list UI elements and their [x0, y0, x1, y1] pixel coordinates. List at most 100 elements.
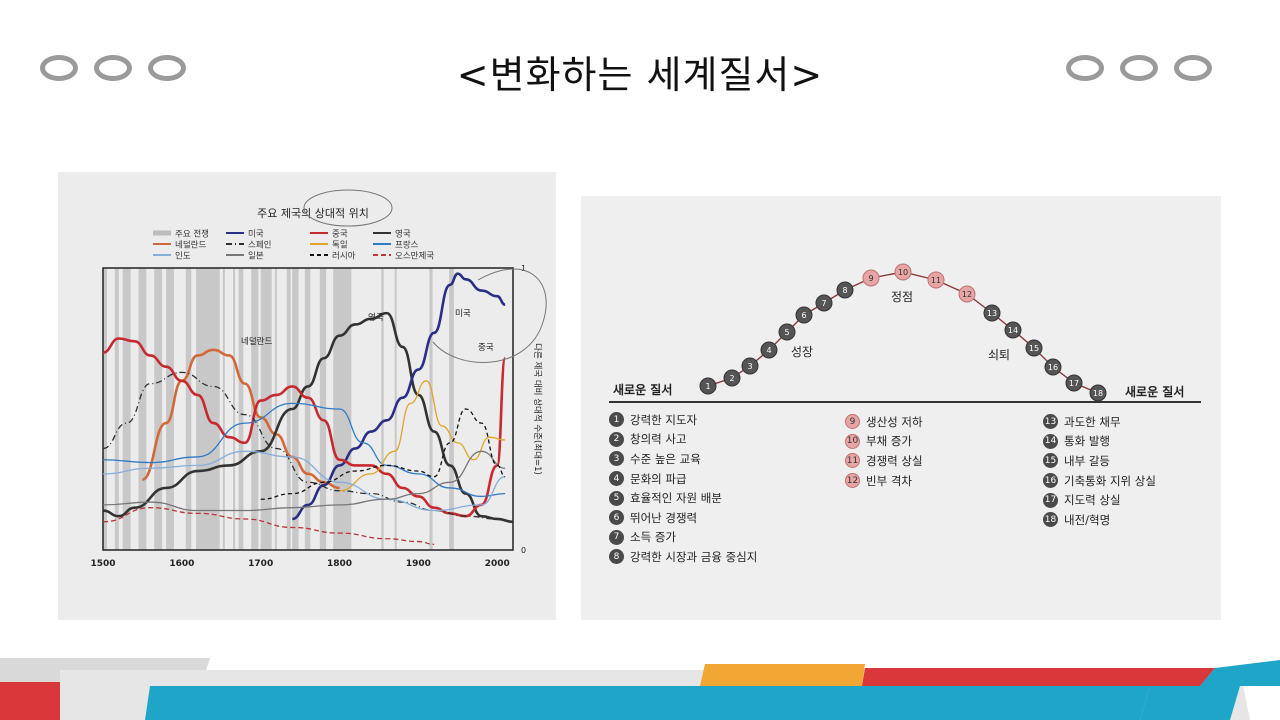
- stage-label: 경쟁력 상실: [866, 453, 923, 468]
- series-line: [102, 450, 506, 512]
- war-band: [274, 268, 277, 550]
- stage-marker-number: 6: [801, 311, 806, 320]
- x-tick-label: 1600: [169, 559, 194, 569]
- stage-list-item: 7 소득 증가: [609, 528, 757, 548]
- stage-marker: [894, 263, 912, 281]
- legend-label: 프랑스: [395, 240, 419, 251]
- slide-title: <변화하는 세계질서>: [456, 53, 824, 97]
- stage-number-badge: 16: [1043, 473, 1058, 489]
- stage-marker: [958, 285, 976, 303]
- x-tick-label: 2000: [485, 559, 510, 569]
- pencil-circle: [303, 189, 393, 227]
- x-tick-label: 1500: [90, 559, 115, 569]
- stage-marker-number: 7: [821, 299, 826, 308]
- war-band: [154, 268, 163, 550]
- new-order-start-label: 새로운 질서: [613, 382, 672, 397]
- stage-list-item: 1 강력한 지도자: [609, 410, 757, 430]
- stage-number-badge: 4: [609, 471, 624, 487]
- stage-marker-number: 5: [784, 328, 789, 337]
- war-band: [449, 268, 454, 550]
- stage-marker: [836, 281, 854, 299]
- stage-marker-number: 13: [987, 309, 997, 318]
- stage-list-item: 9 생산성 저하: [845, 412, 923, 432]
- legend-label: 스페인: [248, 240, 271, 251]
- oval-icon: [1120, 55, 1158, 81]
- stage-label: 생산성 저하: [866, 414, 923, 429]
- oval-icon: [1174, 55, 1212, 81]
- stage-number-badge: 18: [1043, 512, 1058, 528]
- legend-label: 주요 전쟁: [175, 229, 209, 240]
- phase-peak-label: 정점: [891, 290, 913, 304]
- stage-number-badge: 8: [609, 549, 624, 565]
- legend-label: 일본: [248, 252, 264, 262]
- stage-list-item: 12 빈부 격차: [845, 471, 923, 491]
- stage-marker-number: 3: [747, 362, 752, 371]
- stage-number-badge: 1: [609, 412, 624, 428]
- stage-label: 수준 높은 교육: [630, 451, 701, 466]
- series-line: [102, 507, 435, 546]
- legend-label: 오스만제국: [395, 252, 434, 262]
- stage-marker: [741, 357, 759, 375]
- y-axis-label: 다른 제국 대비 상대적 수준(최대=1): [532, 343, 543, 475]
- stage-list-item: 17 지도력 상실: [1043, 490, 1156, 510]
- stage-number-badge: 17: [1043, 492, 1058, 508]
- stage-marker: [1044, 358, 1062, 376]
- stage-list-item: 18 내전/혁명: [1043, 510, 1156, 530]
- footer-blue-shape: [145, 686, 1150, 720]
- war-band: [381, 268, 384, 550]
- stage-list-item: 5 효율적인 자원 배분: [609, 488, 757, 508]
- stage-marker-number: 12: [962, 290, 972, 299]
- stage-label: 강력한 시장과 금융 중심지: [630, 549, 758, 564]
- stage-marker-number: 11: [931, 276, 941, 285]
- stage-list-item: 14 통화 발행: [1043, 432, 1156, 452]
- war-band: [304, 268, 311, 550]
- stage-list-item: 4 문화의 파급: [609, 469, 757, 489]
- stage-label: 뛰어난 경쟁력: [630, 510, 698, 525]
- stage-marker: [1065, 374, 1083, 392]
- stage-list-item: 10 부채 증가: [845, 432, 923, 452]
- oval-icon: [94, 55, 132, 81]
- stage-marker: [983, 304, 1001, 322]
- stage-marker: [815, 294, 833, 312]
- war-band: [222, 268, 225, 550]
- legend-label: 독일: [332, 241, 348, 251]
- stage-number-badge: 10: [845, 433, 860, 449]
- series-line: [102, 450, 506, 512]
- war-band: [319, 268, 327, 550]
- oval-icon: [40, 55, 78, 81]
- legend-label: 미국: [248, 230, 264, 240]
- chart-title: 주요 제국의 상대적 위치: [257, 207, 369, 220]
- chart-annotation: 중국: [478, 343, 494, 353]
- stage-list-1: 1 강력한 지도자 2 창의력 사고 3 수준 높은 교육 4 문화의 파급 5 효율적인 자원 …: [609, 410, 757, 567]
- plot-frame: [102, 267, 514, 551]
- stage-number-badge: 14: [1043, 433, 1058, 449]
- stage-list-item: 8 강력한 시장과 금융 중심지: [609, 547, 757, 567]
- new-order-end-label: 새로운 질서: [1125, 384, 1184, 399]
- stage-label: 빈부 격차: [866, 473, 912, 488]
- war-band: [260, 268, 272, 550]
- stage-label: 내전/혁명: [1064, 512, 1111, 527]
- y-tick-label: 0: [521, 546, 526, 555]
- stage-marker: [778, 323, 796, 341]
- stage-marker-number: 2: [729, 374, 734, 383]
- stage-number-badge: 15: [1043, 453, 1058, 469]
- stage-list-item: 2 창의력 사고: [609, 430, 757, 450]
- stage-number-badge: 9: [845, 414, 860, 430]
- footer-blue-corner: [1200, 660, 1280, 686]
- chart-annotation: 영국: [368, 312, 384, 323]
- stage-label: 소득 증가: [630, 530, 676, 545]
- stage-list-item: 6 뛰어난 경쟁력: [609, 508, 757, 528]
- stage-label: 통화 발행: [1064, 434, 1110, 449]
- legend-label: 영국: [395, 229, 411, 240]
- war-band: [429, 268, 433, 550]
- stage-number-badge: 11: [845, 453, 860, 469]
- stage-marker-number: 17: [1069, 379, 1079, 388]
- stage-marker-number: 4: [766, 346, 771, 355]
- stage-list-2: 9 생산성 저하 10 부채 증가 11 경쟁력 상실 12 빈부 격차: [845, 412, 923, 490]
- stage-marker: [723, 369, 741, 387]
- stage-marker: [1025, 339, 1043, 357]
- stage-marker-number: 15: [1029, 344, 1039, 353]
- x-tick-label: 1700: [248, 559, 273, 569]
